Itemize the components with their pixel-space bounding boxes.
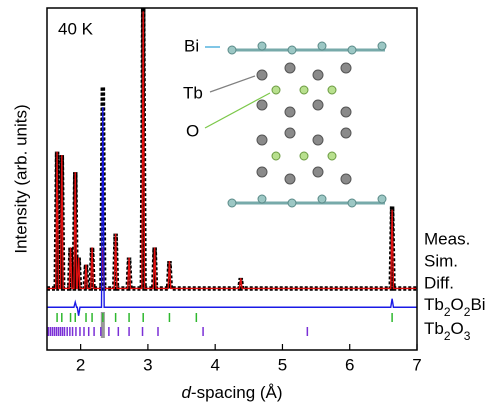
x-tick-label: 2 — [76, 355, 85, 374]
structure-label: O — [186, 121, 199, 140]
x-tick-label: 6 — [345, 355, 354, 374]
series-line — [47, 11, 417, 290]
legend-entry: Meas. — [424, 229, 470, 248]
legend-entry: Tb2O2Bi — [424, 295, 486, 319]
x-tick-label: 3 — [143, 355, 152, 374]
plot-frame — [46, 7, 418, 351]
legend-entry: Diff. — [424, 273, 454, 292]
annotation: 40 K — [58, 19, 94, 38]
y-axis-label: Intensity (arb. units) — [11, 104, 30, 253]
x-tick-label: 5 — [278, 355, 287, 374]
x-tick-label: 7 — [412, 355, 421, 374]
structure-label: Tb — [183, 83, 203, 102]
structure-label: Bi — [184, 36, 199, 55]
x-axis-label: d-spacing (Å) — [181, 383, 282, 402]
crystal-structure — [204, 41, 387, 208]
excluded-region — [100, 312, 105, 338]
x-tick-label: 4 — [210, 355, 219, 374]
legend-entry: Sim. — [424, 251, 458, 270]
legend-entry: Tb2O3 — [424, 319, 471, 343]
series-line — [47, 107, 417, 316]
